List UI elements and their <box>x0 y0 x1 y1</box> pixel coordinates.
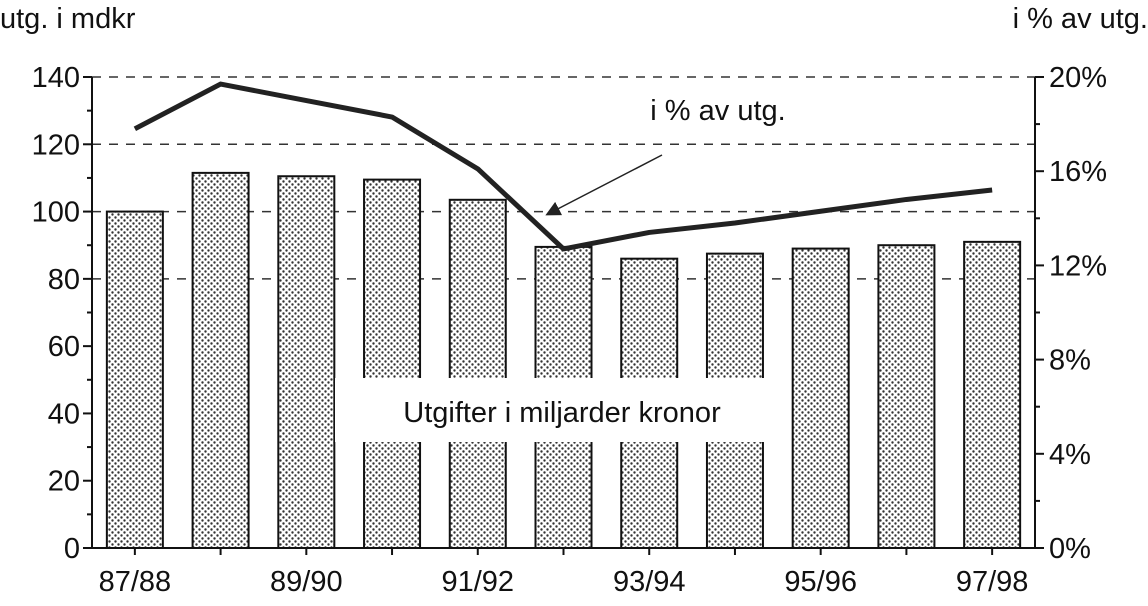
left-axis-title: utg. i mdkr <box>0 3 136 35</box>
x-tick-label: 97/98 <box>956 566 1029 598</box>
bar <box>878 245 934 548</box>
x-tick-label: 95/96 <box>784 566 857 598</box>
right-tick-label: 8% <box>1049 345 1091 377</box>
right-axis-title: i % av utg. <box>1013 3 1148 35</box>
bar <box>107 212 163 548</box>
bar <box>278 176 334 548</box>
left-tick-label: 60 <box>48 331 80 363</box>
left-tick-label: 0 <box>64 533 80 565</box>
bar <box>193 173 249 548</box>
left-tick-label: 20 <box>48 466 80 498</box>
x-tick-label: 91/92 <box>441 566 514 598</box>
annotation-arrow <box>548 155 662 214</box>
right-tick-label: 0% <box>1049 533 1091 565</box>
bar <box>793 249 849 548</box>
left-tick-label: 140 <box>32 62 80 94</box>
bar <box>450 200 506 548</box>
x-tick-label: 93/94 <box>613 566 686 598</box>
left-tick-label: 100 <box>32 197 80 229</box>
left-tick-label: 40 <box>48 398 80 430</box>
left-tick-label: 80 <box>48 264 80 296</box>
bar <box>964 242 1020 548</box>
left-tick-label: 120 <box>32 129 80 161</box>
percent-line <box>135 84 992 249</box>
bar <box>364 180 420 548</box>
line-series-label: i % av utg. <box>650 95 785 127</box>
right-tick-label: 12% <box>1049 250 1107 282</box>
x-tick-label: 89/90 <box>270 566 343 598</box>
x-tick-label: 87/88 <box>99 566 172 598</box>
right-tick-label: 16% <box>1049 156 1107 188</box>
bar-series-label: Utgifter i miljarder kronor <box>403 397 721 429</box>
right-tick-label: 4% <box>1049 439 1091 471</box>
right-tick-label: 20% <box>1049 62 1107 94</box>
